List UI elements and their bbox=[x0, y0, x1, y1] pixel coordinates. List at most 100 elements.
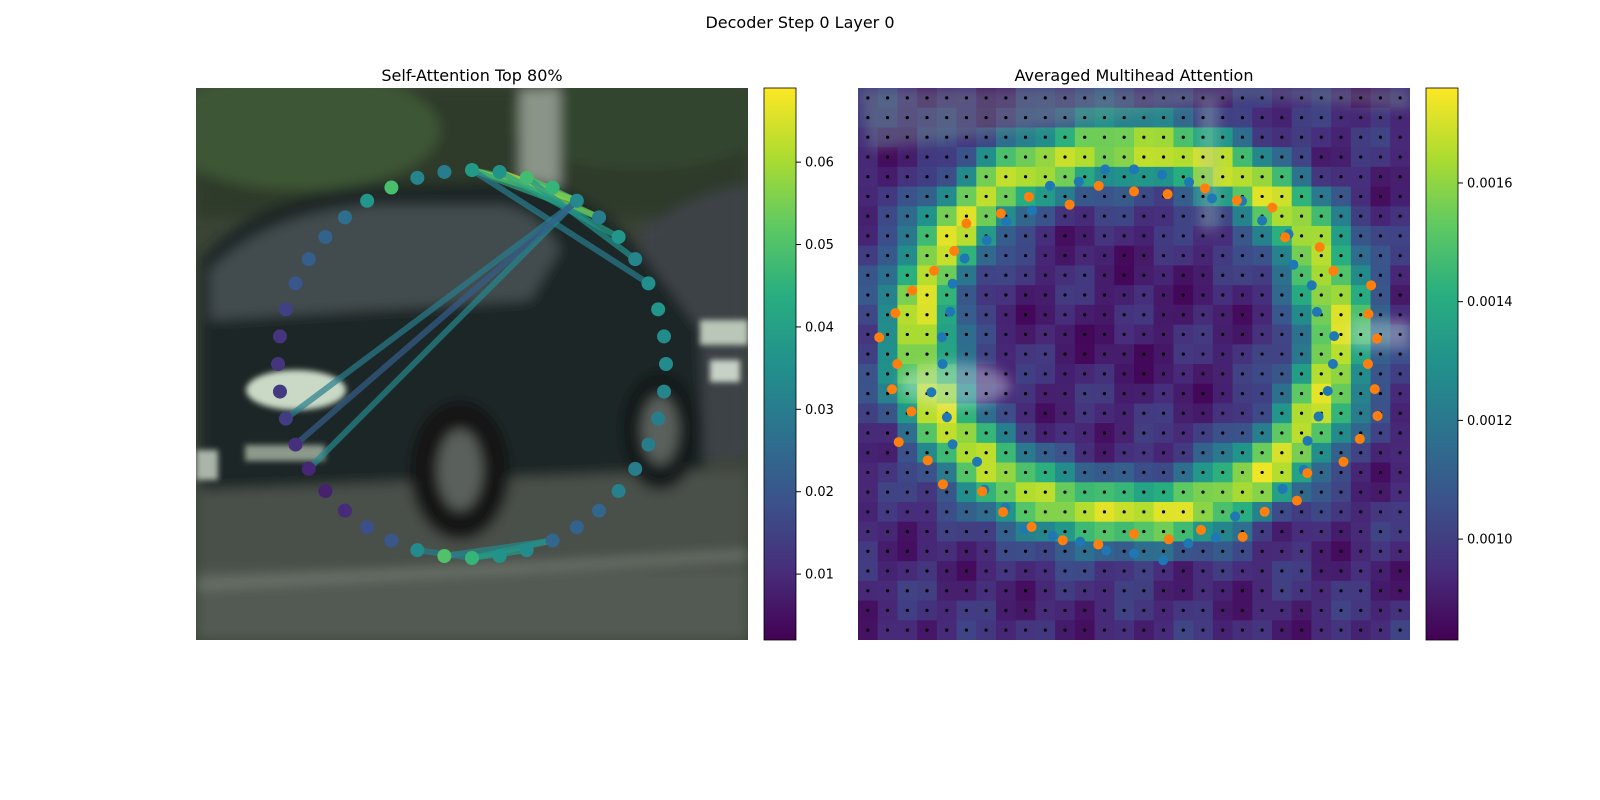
keypoint-marker bbox=[465, 551, 479, 565]
grid-dot bbox=[1023, 549, 1028, 553]
grid-dot bbox=[945, 155, 949, 159]
grid-dot bbox=[1398, 569, 1402, 573]
grid-dot bbox=[1339, 194, 1343, 199]
grid-dot bbox=[905, 332, 909, 337]
grid-dot bbox=[1161, 234, 1166, 238]
grid-dot bbox=[945, 510, 949, 514]
grid-dot bbox=[866, 135, 870, 139]
grid-dot bbox=[1063, 194, 1067, 199]
grid-dot bbox=[1299, 194, 1304, 199]
grid-dot bbox=[866, 628, 870, 632]
prediction-marker bbox=[1277, 483, 1288, 494]
grid-dot bbox=[1023, 273, 1028, 277]
right-panel-title: Averaged Multihead Attention bbox=[1014, 66, 1254, 85]
prediction-marker bbox=[1100, 164, 1111, 175]
grid-dot bbox=[905, 115, 909, 120]
grid-dot bbox=[1221, 529, 1225, 534]
grid-dot bbox=[1063, 372, 1067, 376]
prediction-marker bbox=[1183, 538, 1194, 549]
grid-dot bbox=[1280, 549, 1284, 553]
keypoint-marker bbox=[611, 484, 626, 499]
grid-dot bbox=[1221, 608, 1225, 613]
prediction-marker bbox=[949, 245, 960, 256]
grid-dot bbox=[905, 135, 909, 139]
grid-dot bbox=[1319, 470, 1323, 475]
prediction-marker bbox=[1162, 189, 1173, 200]
grid-dot bbox=[1201, 589, 1205, 593]
grid-dot bbox=[1063, 529, 1067, 534]
grid-dot bbox=[984, 372, 988, 376]
grid-dot bbox=[1023, 96, 1028, 100]
grid-dot bbox=[1142, 589, 1146, 593]
grid-dot bbox=[1102, 96, 1107, 100]
grid-dot bbox=[1359, 608, 1363, 613]
grid-dot bbox=[984, 431, 988, 435]
keypoint-marker bbox=[641, 276, 656, 291]
grid-dot bbox=[1398, 470, 1402, 475]
grid-dot bbox=[1240, 273, 1245, 277]
grid-dot bbox=[1299, 332, 1304, 337]
grid-dot bbox=[866, 490, 870, 494]
grid-dot bbox=[1339, 569, 1343, 573]
grid-dot bbox=[964, 273, 969, 277]
grid-dot bbox=[1260, 352, 1264, 356]
grid-dot bbox=[1161, 451, 1166, 455]
grid-dot bbox=[1181, 490, 1185, 494]
grid-dot bbox=[1280, 529, 1284, 534]
grid-dot bbox=[1240, 175, 1245, 179]
grid-dot bbox=[1359, 569, 1363, 573]
grid-dot bbox=[1122, 608, 1126, 613]
prediction-marker bbox=[1313, 411, 1324, 422]
grid-dot bbox=[1161, 372, 1166, 376]
prediction-marker bbox=[890, 308, 901, 319]
grid-dot bbox=[1142, 96, 1146, 100]
grid-dot bbox=[1339, 214, 1343, 218]
grid-dot bbox=[866, 549, 870, 553]
grid-dot bbox=[1280, 115, 1284, 120]
grid-dot bbox=[945, 391, 949, 396]
grid-dot bbox=[1063, 273, 1067, 277]
grid-dot bbox=[1181, 431, 1185, 435]
grid-dot bbox=[1142, 431, 1146, 435]
grid-dot bbox=[1142, 135, 1146, 139]
grid-dot bbox=[1004, 115, 1008, 120]
prediction-marker bbox=[1093, 539, 1104, 550]
grid-dot bbox=[925, 589, 929, 593]
grid-dot bbox=[1221, 352, 1225, 356]
grid-dot bbox=[1378, 569, 1383, 573]
prediction-marker bbox=[1075, 536, 1086, 547]
grid-dot bbox=[1063, 510, 1067, 514]
grid-dot bbox=[1201, 253, 1205, 258]
prediction-marker bbox=[1047, 531, 1058, 542]
grid-dot bbox=[1378, 529, 1383, 534]
grid-dot bbox=[1004, 273, 1008, 277]
grid-dot bbox=[1260, 273, 1264, 277]
grid-dot bbox=[1319, 96, 1323, 100]
grid-dot bbox=[1063, 253, 1067, 258]
grid-dot bbox=[1161, 313, 1166, 317]
grid-dot bbox=[1339, 293, 1343, 297]
prediction-marker bbox=[1057, 535, 1068, 546]
prediction-marker bbox=[893, 437, 904, 448]
grid-dot bbox=[1083, 549, 1087, 553]
grid-dot bbox=[1378, 431, 1383, 435]
grid-dot bbox=[1201, 510, 1205, 514]
grid-dot bbox=[905, 214, 909, 218]
grid-dot bbox=[1201, 628, 1205, 632]
grid-dot bbox=[1102, 451, 1107, 455]
grid-dot bbox=[925, 96, 929, 100]
grid-dot bbox=[1181, 391, 1185, 396]
grid-dot bbox=[1299, 214, 1304, 218]
keypoint-marker bbox=[278, 411, 293, 426]
grid-dot bbox=[885, 391, 890, 396]
grid-dot bbox=[1161, 293, 1166, 297]
grid-dot bbox=[885, 175, 890, 179]
grid-dot bbox=[1122, 411, 1126, 415]
grid-dot bbox=[1102, 214, 1107, 218]
grid-dot bbox=[866, 214, 870, 218]
grid-dot bbox=[1299, 96, 1304, 100]
grid-dot bbox=[1378, 451, 1383, 455]
grid-dot bbox=[1221, 214, 1225, 218]
prediction-marker bbox=[1210, 532, 1221, 543]
